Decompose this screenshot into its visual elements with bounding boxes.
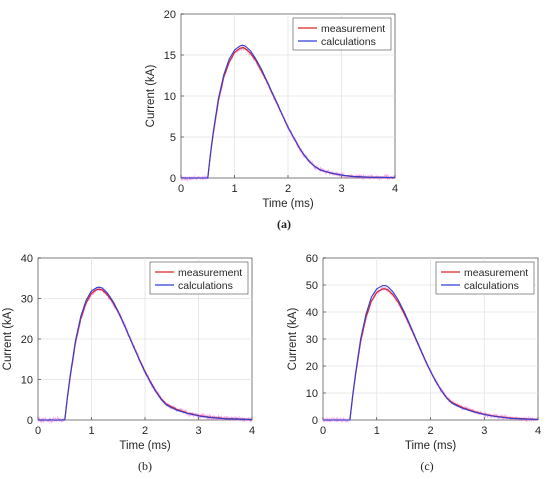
y-tick-label: 40 [306, 307, 318, 319]
x-tick-label: 3 [195, 425, 201, 437]
x-tick-label: 4 [535, 425, 541, 437]
x-tick-label: 4 [249, 425, 255, 437]
legend-label-measurement: measurement [178, 267, 242, 279]
legend-label-calculations: calculations [464, 280, 519, 292]
y-tick-label: 10 [164, 91, 176, 103]
chart-a: 0 1 2 3 4 0 5 10 15 20 Time (ms) Current (kA) measur… [145, 9, 398, 231]
x-axis-label: Time (ms) [405, 440, 456, 452]
y-tick-label: 20 [164, 9, 176, 21]
x-tick-label: 3 [481, 425, 487, 437]
x-axis-label: Time (ms) [262, 198, 313, 210]
x-tick-label: 4 [392, 183, 398, 195]
y-tick-label: 0 [312, 415, 318, 427]
legend-label-calculations: calculations [178, 280, 233, 292]
y-tick-label: 50 [306, 280, 318, 292]
y-tick-label: 10 [21, 375, 33, 387]
y-tick-label: 10 [306, 388, 318, 400]
legend-box [292, 17, 392, 51]
y-tick-label: 15 [164, 50, 176, 62]
caption: (c) [420, 459, 433, 473]
x-tick-label: 2 [142, 425, 148, 437]
calculations-line [323, 284, 539, 421]
x-tick-label: 1 [374, 425, 380, 437]
x-tick-label: 0 [35, 425, 41, 437]
y-tick-label: 60 [306, 253, 318, 265]
caption: (b) [138, 459, 152, 473]
legend-label-measurement: measurement [321, 23, 385, 35]
x-tick-label: 2 [285, 183, 291, 195]
y-tick-label: 20 [21, 334, 33, 346]
y-tick-label: 40 [21, 253, 33, 265]
legend-label-measurement: measurement [464, 267, 528, 279]
x-axis-label: Time (ms) [119, 440, 170, 452]
legend-box [149, 261, 249, 295]
calculations-line [181, 44, 396, 179]
legend-box [435, 261, 535, 295]
caption: (a) [277, 217, 291, 231]
y-tick-label: 20 [306, 361, 318, 373]
y-tick-label: 0 [27, 415, 33, 427]
y-axis-label: Current (kA) [287, 308, 299, 371]
y-tick-label: 5 [170, 132, 176, 144]
x-tick-label: 0 [320, 425, 326, 437]
x-tick-label: 3 [338, 183, 344, 195]
x-tick-label: 2 [427, 425, 433, 437]
y-tick-label: 30 [306, 334, 318, 346]
y-tick-label: 30 [21, 294, 33, 306]
legend-label-calculations: calculations [321, 36, 376, 48]
x-tick-label: 1 [231, 183, 237, 195]
y-axis-label: Current (kA) [145, 65, 157, 128]
calculations-line [38, 286, 253, 421]
x-tick-label: 1 [88, 425, 94, 437]
y-axis-label: Current (kA) [2, 308, 14, 371]
y-tick-label: 0 [170, 173, 176, 185]
x-tick-label: 0 [178, 183, 184, 195]
